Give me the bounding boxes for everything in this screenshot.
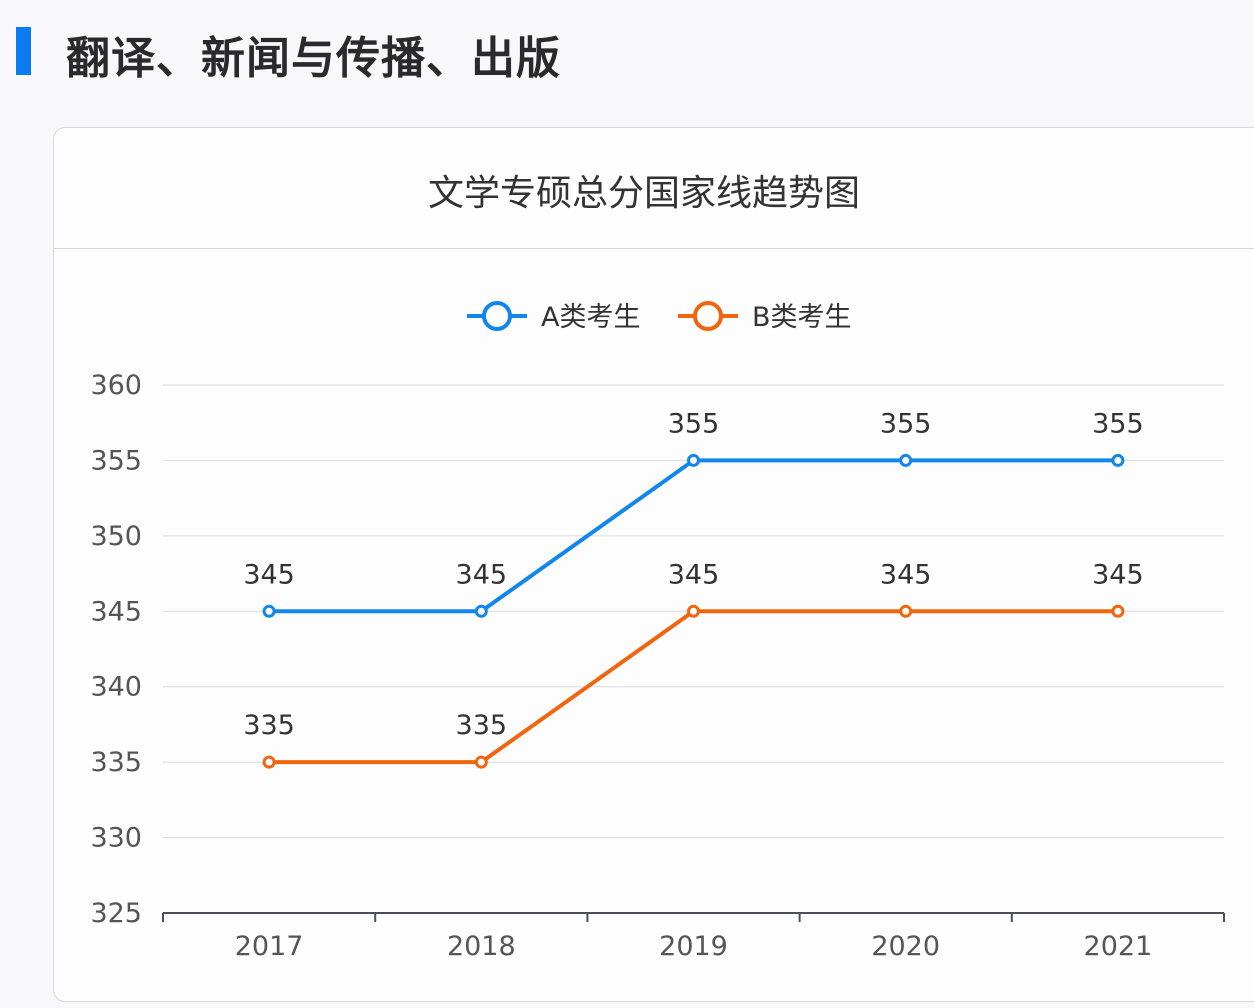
data-label: 355 — [1092, 408, 1144, 439]
chart-title: 文学专硕总分国家线趋势图 — [427, 173, 860, 214]
data-point — [899, 453, 913, 467]
y-tick-label: 360 — [90, 370, 142, 401]
data-point — [474, 604, 488, 618]
divider — [54, 248, 1254, 249]
data-label: 335 — [456, 710, 508, 741]
page-title: 翻译、新闻与传播、出版 — [66, 33, 561, 84]
data-label: 345 — [880, 559, 932, 590]
x-tick-label: 2019 — [659, 931, 728, 962]
data-point — [474, 755, 488, 769]
legend-label: A类考生 — [541, 302, 640, 333]
x-tick-label: 2020 — [871, 931, 940, 962]
data-point — [899, 604, 913, 618]
legend-marker — [693, 301, 723, 331]
data-point — [262, 604, 276, 618]
x-tick-label: 2021 — [1084, 931, 1153, 962]
data-label: 345 — [1092, 559, 1144, 590]
chart-card: 文学专硕总分国家线趋势图 — [53, 127, 1254, 1002]
x-tick-label: 2017 — [235, 931, 304, 962]
y-tick-label: 325 — [90, 898, 142, 929]
y-tick-label: 345 — [90, 596, 142, 627]
heading-accent-bar — [16, 27, 31, 75]
data-point — [687, 453, 700, 467]
data-label: 345 — [456, 559, 508, 590]
data-label: 345 — [668, 559, 720, 590]
legend-marker — [482, 301, 512, 331]
data-point — [262, 755, 276, 769]
y-tick-label: 350 — [90, 521, 142, 552]
data-point — [1111, 604, 1125, 618]
y-tick-label: 335 — [90, 747, 142, 778]
data-label: 335 — [243, 710, 295, 741]
y-tick-label: 330 — [90, 823, 142, 854]
data-label: 355 — [880, 408, 932, 439]
legend-label: B类考生 — [752, 302, 852, 333]
data-label: 345 — [243, 559, 295, 590]
y-tick-label: 355 — [90, 445, 142, 476]
data-label: 355 — [668, 408, 720, 439]
data-point — [687, 604, 700, 618]
x-tick-label: 2018 — [447, 931, 516, 962]
y-tick-label: 340 — [90, 672, 142, 703]
data-point — [1111, 453, 1125, 467]
